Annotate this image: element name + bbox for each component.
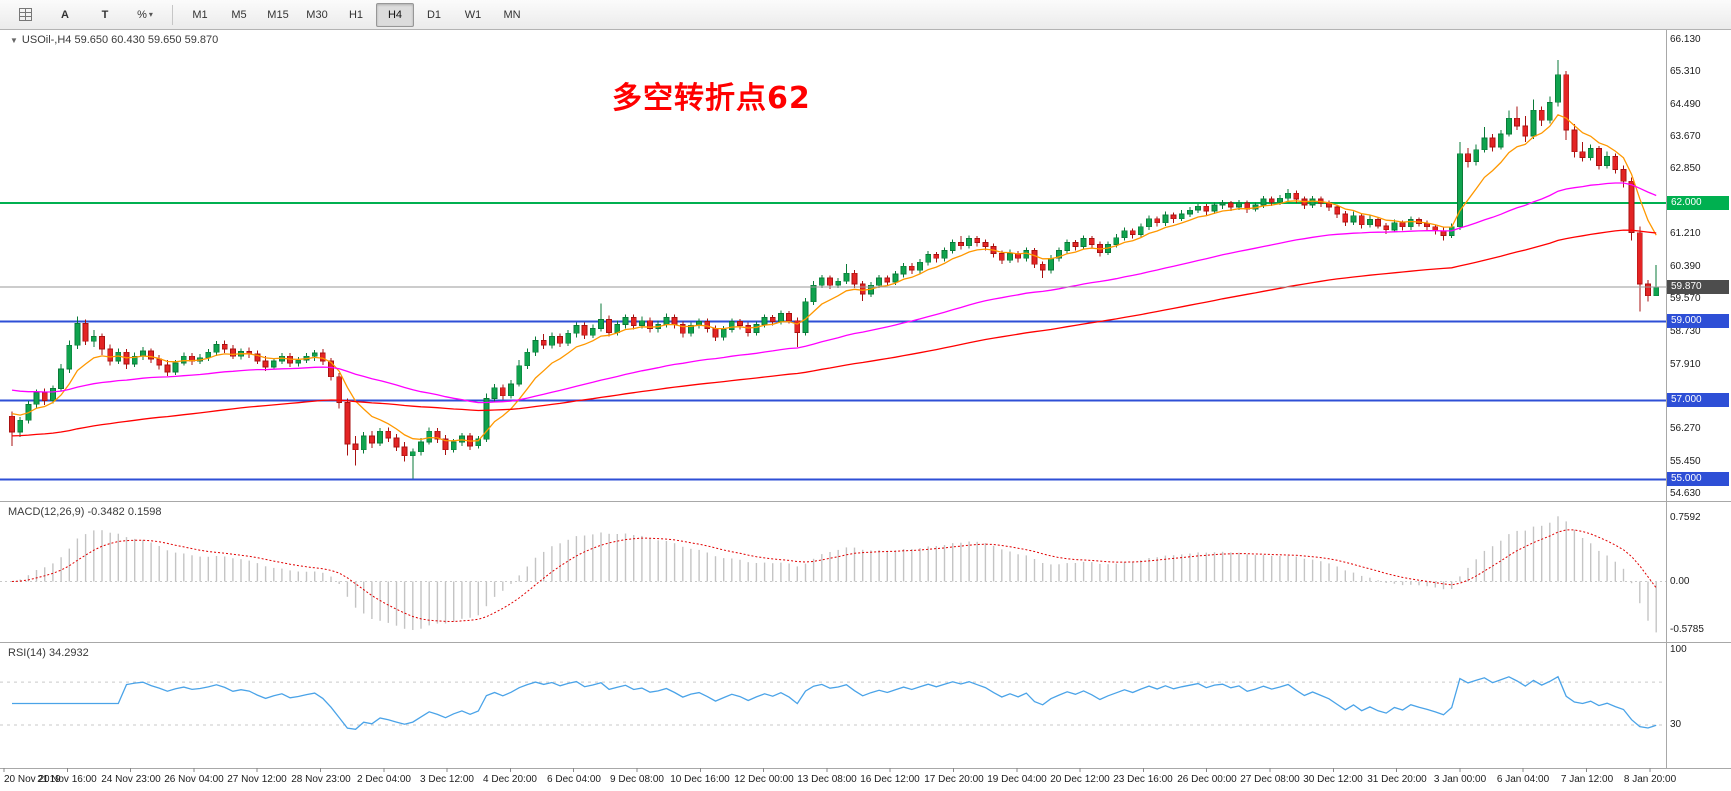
symbol-ohlc-readout: ▼ USOil-,H4 59.650 60.430 59.650 59.870 [10, 34, 218, 46]
price-tick-66.130: 66.130 [1670, 34, 1701, 45]
rsi-indicator-label: RSI(14) 34.2932 [8, 647, 89, 659]
annotate-text-button[interactable]: A [46, 3, 84, 27]
timeframe-button-D1[interactable]: D1 [426, 8, 442, 21]
toolbar: A T % ▾ M1 M5 M15 M30 H1 H4 D1 W1 MN [0, 0, 1731, 30]
rsi-line [12, 675, 1657, 730]
time-label-2: 24 Nov 23:00 [101, 774, 161, 785]
price-tick-55.450: 55.450 [1670, 456, 1701, 467]
time-label-14: 16 Dec 12:00 [860, 774, 920, 785]
price-tick-60.390: 60.390 [1670, 261, 1701, 272]
timeframe-button-M1[interactable]: M1 [192, 8, 208, 21]
chart-area[interactable]: ▼ USOil-,H4 59.650 60.430 59.650 59.870 多… [0, 30, 1731, 791]
ma-mid-line [11, 182, 1657, 404]
price-badge-55.000: 55.000 [1667, 472, 1729, 486]
price-tick-54.630: 54.630 [1670, 488, 1701, 499]
type-tool-label: T [101, 8, 109, 21]
ma-slow-line [11, 229, 1657, 437]
time-label-0: 20 Nov 2019 [4, 774, 61, 785]
time-label-9: 6 Dec 04:00 [547, 774, 601, 785]
chart-text-annotation[interactable]: 多空转折点62 [612, 81, 811, 116]
ma-fast-line [11, 114, 1657, 442]
time-label-24: 6 Jan 04:00 [1496, 774, 1550, 785]
price-tick-63.670: 63.670 [1670, 131, 1701, 142]
time-label-25: 7 Jan 12:00 [1560, 774, 1614, 785]
macd-scale-0.7592: 0.7592 [1670, 512, 1701, 523]
symbol-readout-text: USOil-,H4 59.650 60.430 59.650 59.870 [21, 34, 219, 46]
collapse-triangle-icon[interactable]: ▼ [10, 36, 18, 45]
percent-scale-button[interactable]: % ▾ [126, 3, 164, 27]
price-tick-62.850: 62.850 [1670, 163, 1701, 174]
macd-indicator-label: MACD(12,26,9) -0.3482 0.1598 [8, 506, 162, 518]
timeframe-button-H4[interactable]: H4 [376, 2, 414, 27]
time-label-11: 10 Dec 16:00 [670, 774, 730, 785]
timeframe-button-group: M1 M5 M15 M30 H1 H4 D1 W1 MN [181, 2, 531, 27]
time-label-26: 8 Jan 20:00 [1623, 774, 1677, 785]
price-tick-58.730: 58.730 [1670, 326, 1701, 337]
rsi-scale-30: 30 [1670, 719, 1682, 730]
price-badge-59.000: 59.000 [1667, 314, 1729, 328]
time-label-18: 23 Dec 16:00 [1113, 774, 1173, 785]
time-label-20: 27 Dec 08:00 [1240, 774, 1300, 785]
time-label-15: 17 Dec 20:00 [924, 774, 984, 785]
time-label-17: 20 Dec 12:00 [1050, 774, 1110, 785]
time-label-3: 26 Nov 04:00 [164, 774, 224, 785]
candles [9, 60, 1660, 479]
chart-canvas [0, 30, 1731, 772]
timeframe-button-MN[interactable]: MN [503, 8, 521, 21]
time-label-19: 26 Dec 00:00 [1177, 774, 1237, 785]
time-label-13: 13 Dec 08:00 [797, 774, 857, 785]
macd-histogram [19, 516, 1657, 633]
annotate-text-label: A [61, 8, 69, 21]
time-label-16: 19 Dec 04:00 [987, 774, 1047, 785]
time-label-10: 9 Dec 08:00 [610, 774, 664, 785]
price-tick-64.490: 64.490 [1670, 99, 1701, 110]
percent-icon: % [137, 8, 147, 21]
price-badge-59.870: 59.870 [1667, 280, 1729, 294]
caret-down-icon: ▾ [148, 10, 153, 19]
tick-chart-grid-button[interactable] [6, 3, 44, 27]
time-label-21: 30 Dec 12:00 [1303, 774, 1363, 785]
price-badge-57.000: 57.000 [1667, 393, 1729, 407]
time-label-23: 3 Jan 00:00 [1433, 774, 1487, 785]
price-tick-59.570: 59.570 [1670, 293, 1701, 304]
timeframe-button-H1[interactable]: H1 [348, 8, 364, 21]
time-label-5: 28 Nov 23:00 [291, 774, 351, 785]
time-label-6: 2 Dec 04:00 [357, 774, 411, 785]
price-tick-57.910: 57.910 [1670, 359, 1701, 370]
price-tick-65.310: 65.310 [1670, 66, 1701, 77]
price-badge-62.000: 62.000 [1667, 196, 1729, 210]
type-tool-button[interactable]: T [86, 3, 124, 27]
timeframe-button-W1[interactable]: W1 [464, 8, 482, 21]
macd-signal-line [11, 529, 1657, 623]
macd-scale-0.00: 0.00 [1670, 576, 1690, 587]
time-label-22: 31 Dec 20:00 [1367, 774, 1427, 785]
macd-scale--0.5785: -0.5785 [1670, 624, 1704, 635]
price-tick-56.270: 56.270 [1670, 423, 1701, 434]
time-label-8: 4 Dec 20:00 [483, 774, 537, 785]
time-label-7: 3 Dec 12:00 [420, 774, 474, 785]
time-label-1: 21 Nov 16:00 [37, 774, 97, 785]
timeframe-button-M30[interactable]: M30 [306, 8, 328, 21]
time-label-4: 27 Nov 12:00 [227, 774, 287, 785]
grid-icon [18, 8, 32, 21]
price-tick-61.210: 61.210 [1670, 228, 1701, 239]
toolbar-separator [172, 4, 173, 25]
rsi-scale-100: 100 [1670, 644, 1687, 655]
time-label-12: 12 Dec 00:00 [734, 774, 794, 785]
timeframe-button-M5[interactable]: M5 [231, 8, 247, 21]
timeframe-button-M15[interactable]: M15 [267, 8, 289, 21]
